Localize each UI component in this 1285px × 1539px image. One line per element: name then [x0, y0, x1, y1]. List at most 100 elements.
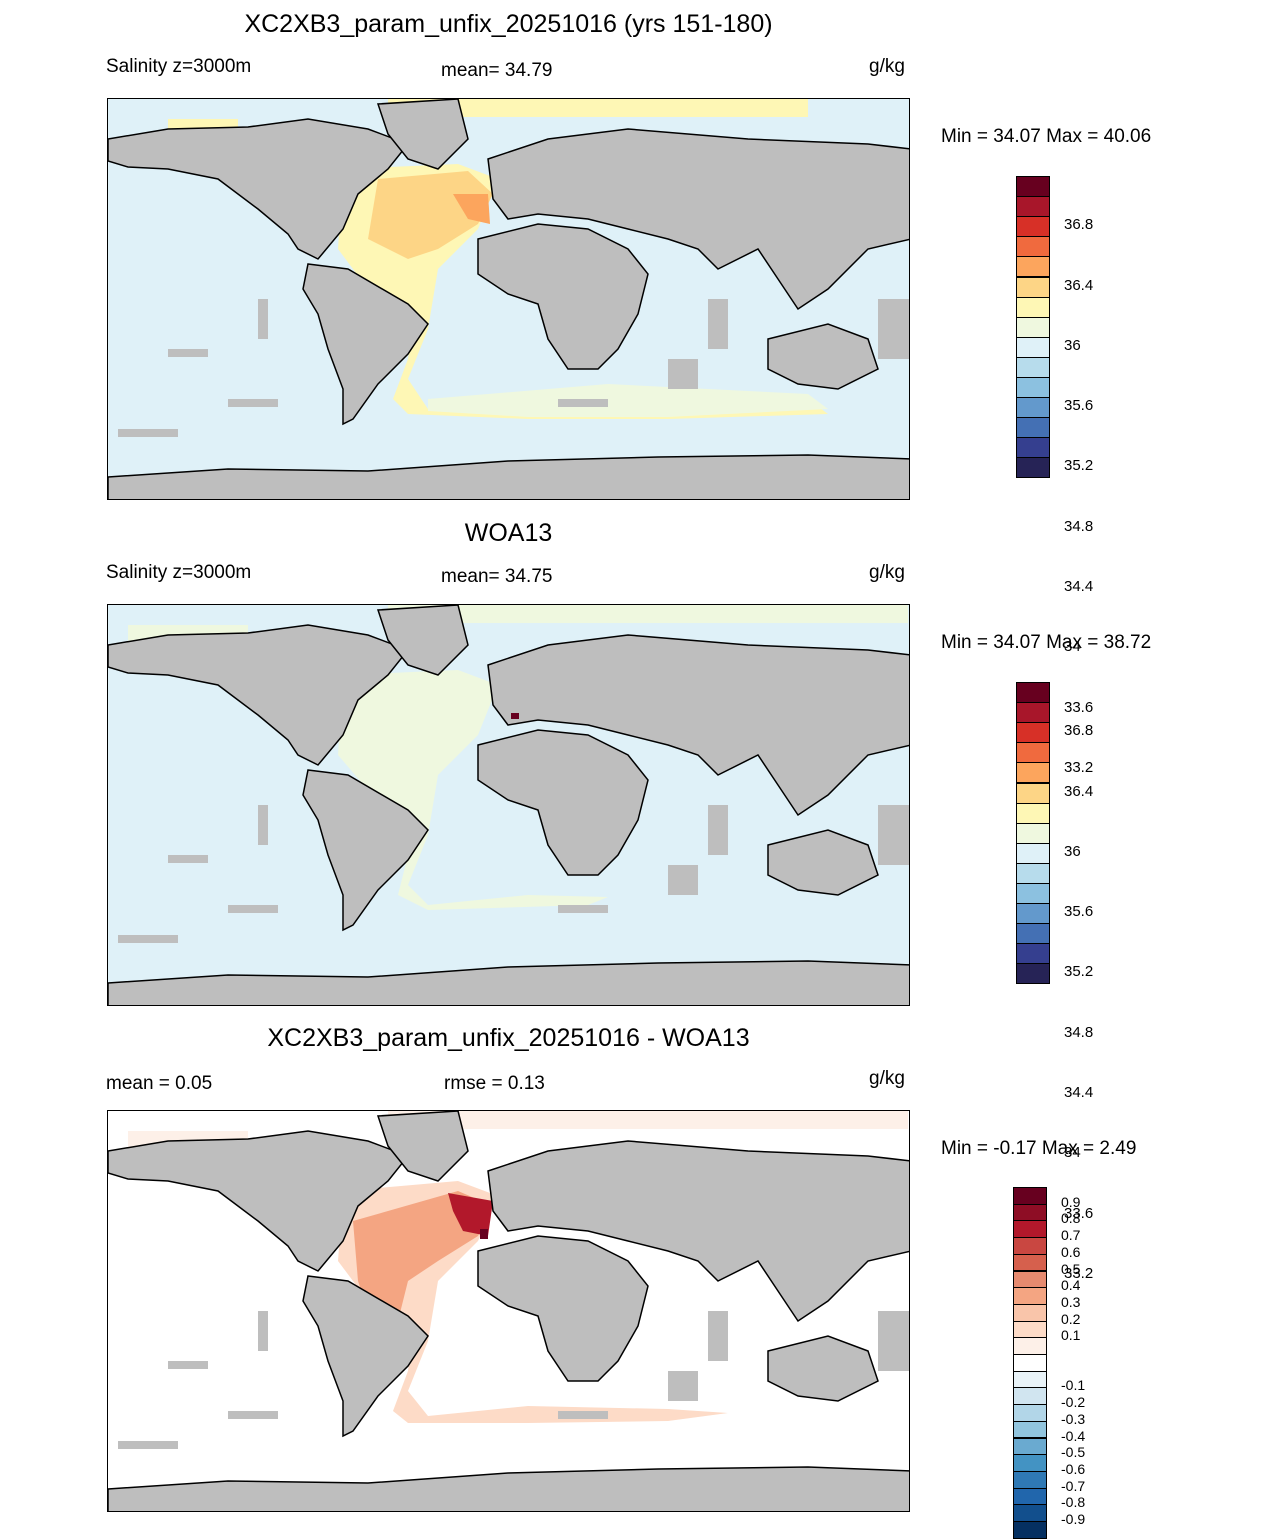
- continents: [108, 99, 909, 499]
- colorbar-cell: [1013, 1287, 1047, 1305]
- colorbar-tick-label: -0.4: [1061, 1427, 1086, 1444]
- colorbar-cell: [1016, 236, 1050, 258]
- colorbar-cell: [1013, 1437, 1047, 1456]
- colorbar-cell: [1016, 842, 1050, 864]
- colorbar-cell: [1013, 1454, 1047, 1472]
- colorbar-cell: [1013, 1203, 1047, 1222]
- arctic-band: [388, 1111, 908, 1129]
- colorbar-cell: [1016, 762, 1050, 784]
- colorbar-cell: [1016, 903, 1050, 925]
- antarctica: [108, 454, 909, 499]
- eurasia: [487, 128, 909, 311]
- colorbar-tick-label: 0.6: [1061, 1243, 1081, 1260]
- colorbar-cell: [1016, 883, 1050, 905]
- colorbar-tick-label: -0.8: [1061, 1494, 1086, 1511]
- panel-3-title: XC2XB3_param_unfix_20251016 - WOA13: [267, 1024, 750, 1052]
- colorbar-tick-label: 0.4: [1061, 1277, 1081, 1294]
- colorbar-cell: [1016, 336, 1050, 358]
- colorbar-cell: [1013, 1470, 1047, 1489]
- gulf-of-cadiz-max: [480, 1229, 488, 1239]
- africa: [477, 223, 649, 370]
- panel-2-minmax-label: Min = 34.07 Max = 38.72: [941, 632, 1152, 653]
- colorbar-tick-label: 35.2: [1064, 963, 1094, 981]
- colorbar-cell: [1016, 356, 1050, 378]
- australia: [767, 829, 879, 896]
- colorbar-tick-label: 36.8: [1064, 216, 1094, 234]
- colorbar-tick-label: 34: [1064, 638, 1081, 656]
- colorbar-cell: [1013, 1253, 1047, 1272]
- colorbar-cell: [1016, 943, 1050, 965]
- colorbar-tick-label: 36: [1064, 336, 1081, 354]
- colorbar-tick-label: -0.3: [1061, 1410, 1086, 1427]
- continents: [108, 605, 909, 1005]
- colorbar-cell: [1013, 1420, 1047, 1439]
- colorbar-cell: [1016, 377, 1050, 399]
- arctic-band: [388, 99, 808, 117]
- colorbar-cell: [1016, 196, 1050, 218]
- panel-2-map-svg: [108, 605, 909, 1005]
- colorbar-cell: [1013, 1237, 1047, 1255]
- colorbar-cell: [1016, 417, 1050, 439]
- colorbar-tick-label: -0.7: [1061, 1477, 1086, 1494]
- colorbar-cell: [1013, 1220, 1047, 1239]
- mediterranean-spot: [511, 713, 519, 719]
- arctic-band: [388, 605, 908, 623]
- panel-2-units-label: g/kg: [869, 562, 905, 583]
- panel-1-variable-label: Salinity z=3000m: [106, 56, 252, 77]
- colorbar-tick-label: -0.9: [1061, 1511, 1086, 1527]
- colorbar-tick-label: 36.4: [1064, 276, 1094, 294]
- colorbar-tick-label: 33.2: [1064, 1264, 1094, 1282]
- colorbar-cell: [1013, 1504, 1047, 1522]
- colorbar-cell: [1016, 276, 1050, 298]
- colorbar-cell: [1013, 1337, 1047, 1355]
- colorbar-cell: [1013, 1404, 1047, 1422]
- colorbar-tick-label: 36.8: [1064, 722, 1094, 740]
- colorbar-cell: [1013, 1487, 1047, 1506]
- panel-3-map-svg: [108, 1111, 909, 1511]
- topography-patches: [118, 1311, 909, 1449]
- greenland: [376, 605, 469, 676]
- colorbar-cell: [1016, 923, 1050, 945]
- colorbar-cell: [1016, 296, 1050, 318]
- australia: [767, 323, 879, 390]
- south-america: [302, 1275, 429, 1438]
- colorbar-cell: [1016, 216, 1050, 238]
- colorbar-cell: [1016, 176, 1050, 198]
- greenland: [376, 1111, 469, 1182]
- colorbar-cell: [1013, 1521, 1047, 1539]
- colorbar-tick-label: 35.2: [1064, 457, 1094, 475]
- colorbar-tick-label: 34.8: [1064, 517, 1094, 535]
- colorbar-cell: [1016, 782, 1050, 804]
- colorbar-tick-label: 35.6: [1064, 397, 1094, 415]
- colorbar-tick-label: 34.4: [1064, 1084, 1094, 1102]
- colorbar-tick-label: -0.1: [1061, 1377, 1086, 1394]
- north-atlantic-core: [368, 171, 493, 259]
- north-america: [108, 118, 410, 260]
- colorbar-tick-label: 0.1: [1061, 1327, 1081, 1344]
- colorbar-cell: [1016, 397, 1050, 419]
- panel-3-minmax-label: Min = -0.17 Max = 2.49: [941, 1138, 1137, 1159]
- colorbar-cell: [1013, 1187, 1047, 1205]
- south-america: [302, 263, 429, 426]
- colorbar-tick-label: 0.2: [1061, 1310, 1081, 1327]
- colorbar-cell: [1013, 1387, 1047, 1406]
- colorbar-cell: [1016, 802, 1050, 824]
- colorbar-tick-label: 0.8: [1061, 1210, 1081, 1227]
- colorbar-tick-label: -0.2: [1061, 1394, 1086, 1411]
- colorbar-tick-label: 0.3: [1061, 1293, 1081, 1310]
- africa: [477, 1235, 649, 1382]
- colorbar-cell: [1013, 1303, 1047, 1322]
- continents: [108, 1111, 909, 1511]
- colorbar-tick-label: 34.4: [1064, 578, 1094, 596]
- colorbar-cell: [1016, 702, 1050, 724]
- topography-patches: [118, 805, 909, 943]
- north-america: [108, 1130, 410, 1272]
- panel-3-units-label: g/kg: [869, 1068, 905, 1089]
- north-atlantic-max: [448, 1193, 493, 1236]
- colorbar-cell: [1016, 963, 1050, 985]
- colorbar-cell: [1013, 1370, 1047, 1389]
- colorbar-cell: [1016, 722, 1050, 744]
- colorbar-tick-label: 33.2: [1064, 758, 1094, 776]
- colorbar-cell: [1016, 256, 1050, 278]
- colorbar-cell: [1016, 682, 1050, 704]
